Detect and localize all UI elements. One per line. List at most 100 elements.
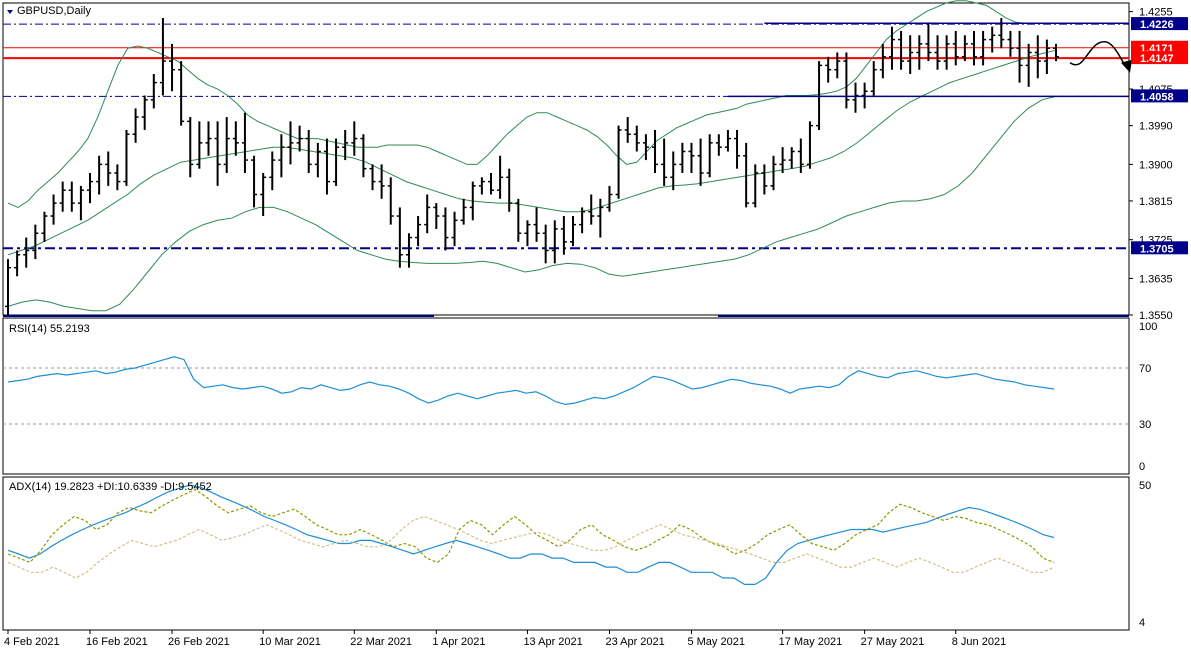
ohlc-bar — [387, 177, 394, 225]
ohlc-bar — [788, 147, 795, 169]
ohlc-bar — [1034, 35, 1041, 79]
ohlc-bar — [570, 216, 577, 247]
bollinger-upper — [7, 0, 1056, 208]
ohlc-bar — [952, 30, 959, 66]
ohlc-bar — [560, 216, 567, 255]
rsi-line — [7, 356, 1055, 406]
ohlc-bar — [697, 138, 704, 186]
rsi-series — [7, 356, 1055, 406]
price-pane: GBPUSD,Daily — [2, 0, 1132, 317]
ohlc-bar — [515, 198, 522, 242]
ohlc-bar — [260, 172, 267, 217]
rsi-levels — [3, 367, 1129, 425]
plus-di-series — [7, 488, 1055, 564]
rsi-tick-label: 100 — [1139, 321, 1157, 333]
ohlc-bar — [907, 35, 914, 75]
ohlc-bar — [214, 121, 221, 186]
price-box-label: 1.4147 — [1140, 53, 1174, 65]
rsi-tick-label: 70 — [1139, 363, 1151, 375]
ohlc-bar — [360, 134, 367, 178]
ohlc-bar — [278, 134, 285, 178]
price-box: 1.4058 — [1131, 89, 1188, 103]
price-tick-label: 1.3900 — [1139, 159, 1173, 171]
ohlc-bar — [178, 61, 185, 126]
price-tick-label: 1.3635 — [1139, 273, 1173, 285]
ohlc-bar — [150, 74, 157, 109]
time-tick-label: 13 Apr 2021 — [523, 636, 582, 648]
ohlc-bar — [396, 207, 403, 268]
ohlc-bar — [77, 185, 84, 221]
ohlc-bar — [14, 250, 21, 277]
forecast-arrowhead — [1121, 59, 1132, 73]
ohlc-bar — [296, 125, 303, 152]
price-box-label: 1.4058 — [1140, 91, 1174, 103]
ohlc-bar — [378, 164, 385, 199]
ohlc-bar — [879, 43, 886, 79]
time-tick-label: 27 May 2021 — [861, 636, 925, 648]
ohlc-bar — [852, 82, 859, 113]
ohlc-bar — [615, 125, 622, 199]
ohlc-bar — [825, 56, 832, 83]
ohlc-bar — [1043, 39, 1050, 75]
triangle-down-icon[interactable] — [7, 10, 13, 14]
ohlc-bar — [223, 117, 230, 173]
ohlc-bar — [405, 233, 412, 268]
ohlc-bar — [205, 121, 212, 156]
time-tick-label: 17 May 2021 — [779, 636, 843, 648]
ohlc-bar — [888, 26, 895, 70]
ohlc-bar — [579, 207, 586, 234]
ohlc-bar — [652, 129, 659, 173]
ohlc-bar — [305, 129, 312, 173]
ohlc-bar — [706, 134, 713, 178]
ohlc-bar — [642, 134, 649, 161]
time-tick-label: 26 Feb 2021 — [168, 636, 230, 648]
rsi-axis: 100 70 30 0 — [1139, 321, 1157, 473]
price-tick-label: 1.4255 — [1139, 7, 1173, 19]
ohlc-bar — [478, 177, 485, 195]
ohlc-bar — [870, 61, 877, 96]
rsi-tick-label: 30 — [1139, 419, 1151, 431]
ohlc-bar — [105, 151, 112, 186]
price-box-bg — [1131, 241, 1188, 255]
price-levels — [3, 23, 1129, 250]
ohlc-bar — [187, 117, 194, 178]
ohlc-bar — [752, 164, 759, 208]
ohlc-bar — [314, 142, 321, 178]
ohlc-bar — [606, 185, 613, 212]
ohlc-bar — [415, 216, 422, 247]
ohlc-bar — [943, 35, 950, 70]
forecast-wave — [1069, 41, 1127, 68]
ohlc-bar — [333, 138, 340, 186]
rsi-label: RSI(14) 55.2193 — [9, 323, 90, 335]
ohlc-bar — [123, 129, 130, 186]
adx-tick-label: 50 — [1139, 480, 1151, 492]
ohlc-bar — [251, 155, 258, 208]
ohlc-bar — [743, 142, 750, 208]
ohlc-bar — [843, 52, 850, 109]
ohlc-bar — [506, 168, 513, 212]
ohlc-bar — [424, 194, 431, 234]
ohlc-bar — [542, 224, 549, 264]
adx-tick-label: 4 — [1139, 617, 1145, 629]
ohlc-bar — [23, 237, 30, 268]
ohlc-bar — [688, 142, 695, 173]
ohlc-bar — [861, 82, 868, 109]
time-tick-label: 8 Jun 2021 — [952, 636, 1006, 648]
ohlc-bar — [779, 147, 786, 173]
ohlc-bar — [433, 203, 440, 229]
forecast-arrow — [1069, 41, 1132, 73]
ohlc-bar — [524, 220, 531, 247]
ohlc-bar — [1025, 43, 1032, 87]
ohlc-bar — [469, 181, 476, 221]
ohlc-bar — [661, 138, 668, 186]
ohlc-bar — [59, 181, 66, 212]
bollinger-bands — [7, 0, 1057, 312]
time-tick-label: 23 Apr 2021 — [605, 636, 664, 648]
ohlc-bar — [597, 198, 604, 238]
ohlc-bar — [1053, 43, 1059, 62]
bollinger-middle — [7, 49, 1057, 256]
rsi-tick-label: 0 — [1139, 461, 1145, 473]
